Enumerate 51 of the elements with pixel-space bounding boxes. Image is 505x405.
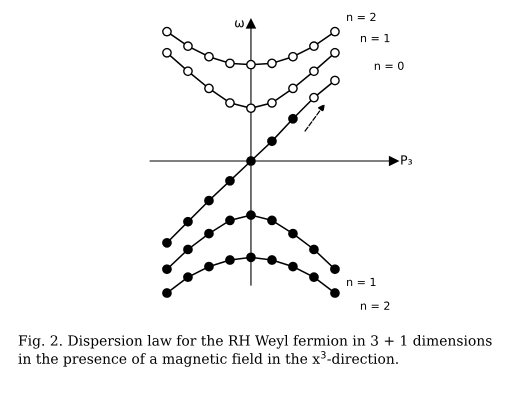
point [204, 52, 214, 62]
point [246, 60, 256, 70]
point [204, 196, 214, 206]
point [288, 228, 298, 238]
point [183, 244, 193, 254]
point [330, 48, 340, 58]
point [330, 288, 340, 298]
caption: Fig. 2. Dispersion law for the RH Weyl fermion in 3 + 1 dimensions in the presence of a magnetic field in the x$^{3}$-direction. [18, 335, 492, 367]
point [309, 66, 319, 76]
text: n = 0 [374, 62, 404, 70]
text: n = 2 [360, 302, 390, 310]
text: n = 1 [360, 34, 390, 42]
point [225, 216, 235, 226]
point [288, 52, 298, 62]
point [246, 210, 256, 220]
series-label: n = 2 [347, 12, 376, 22]
series-label: n = 1 [347, 278, 376, 286]
point [246, 252, 256, 262]
point [246, 156, 256, 166]
point [225, 176, 235, 186]
point [225, 255, 235, 265]
point [330, 264, 340, 274]
point [267, 216, 277, 226]
point [246, 103, 256, 114]
point [162, 26, 172, 37]
point [288, 262, 298, 272]
point [183, 272, 193, 282]
point [288, 84, 298, 94]
point [204, 262, 214, 272]
point [267, 58, 277, 68]
point [162, 238, 172, 248]
x-axis-title: P₃ [401, 155, 412, 165]
point [183, 66, 193, 76]
point [162, 48, 172, 58]
point [204, 228, 214, 238]
point [183, 216, 193, 227]
point [267, 98, 277, 108]
point [183, 41, 193, 52]
point [204, 84, 214, 94]
point [309, 41, 319, 52]
point [330, 26, 340, 37]
point [267, 255, 277, 265]
point [288, 114, 298, 124]
point [309, 272, 319, 282]
point [162, 264, 172, 274]
point [162, 288, 172, 298]
point [309, 244, 319, 254]
point [267, 136, 277, 146]
point [225, 58, 235, 68]
point [225, 98, 235, 108]
y-axis-title: ω [235, 20, 244, 28]
